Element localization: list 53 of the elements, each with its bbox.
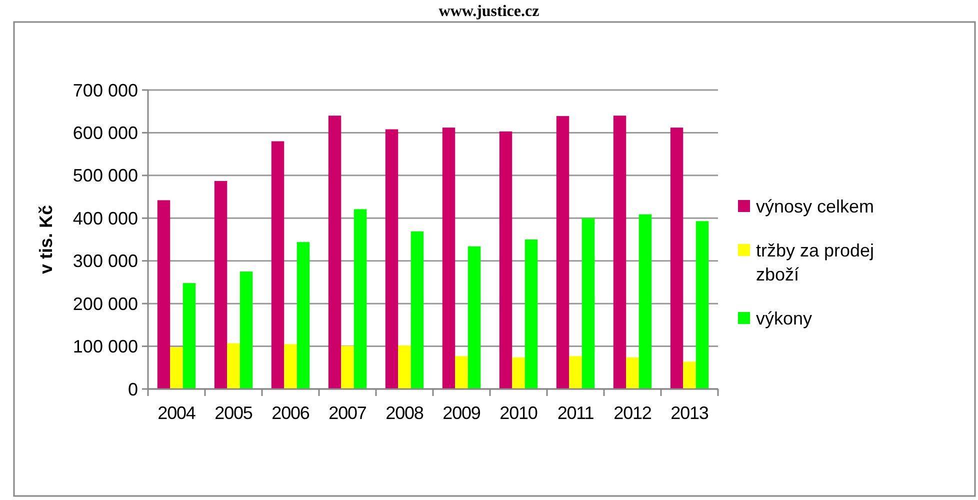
bar (613, 116, 626, 389)
y-tick-label: 0 (128, 379, 138, 400)
bar (227, 343, 240, 389)
bar (468, 246, 481, 389)
x-tick-label: 2006 (272, 403, 310, 423)
y-tick-label: 200 000 (72, 294, 138, 314)
bar (182, 283, 196, 389)
bar (524, 240, 538, 389)
y-axis-title: v tis. Kč (36, 204, 56, 274)
bar (442, 128, 456, 389)
y-tick-label: 500 000 (72, 166, 138, 186)
bar (170, 347, 183, 389)
x-tick-label: 2004 (158, 403, 196, 423)
x-tick-label: 2008 (386, 403, 424, 423)
bar (683, 362, 696, 389)
legend-label: tržby za prodej zboží (756, 240, 874, 284)
bar (410, 231, 424, 389)
x-tick-label: 2012 (614, 403, 652, 423)
bar (328, 116, 342, 389)
legend-label: výkony (756, 308, 812, 328)
bar (296, 242, 310, 389)
y-tick-label: 100 000 (72, 336, 138, 357)
bar (499, 131, 512, 389)
bar (398, 345, 411, 389)
x-tick-label: 2009 (442, 403, 481, 423)
bar (157, 200, 170, 389)
x-tick-label: 2011 (557, 403, 594, 423)
bar (455, 356, 468, 389)
x-tick-label: 2010 (500, 403, 538, 423)
x-tick-label: 2007 (328, 403, 367, 423)
bar (556, 116, 570, 389)
bar (696, 221, 709, 389)
x-tick-label: 2005 (214, 403, 253, 423)
bar (214, 180, 228, 389)
bar (512, 357, 525, 389)
bar (240, 272, 253, 389)
y-tick-label: 300 000 (72, 251, 138, 272)
bar (271, 141, 284, 389)
bar (284, 344, 297, 389)
y-tick-label: 700 000 (72, 80, 138, 100)
y-tick-label: 400 000 (72, 208, 138, 228)
legend-label: výnosy celkem (756, 196, 874, 216)
y-tick-label: 600 000 (72, 123, 138, 144)
bar (582, 218, 595, 389)
bar (569, 356, 582, 389)
bar (341, 346, 354, 389)
chart-title: www.justice.cz (438, 3, 540, 20)
bar (638, 214, 652, 389)
bar (670, 128, 684, 389)
x-tick-label: 2013 (670, 403, 709, 423)
bar (354, 209, 367, 389)
bar (385, 129, 398, 389)
bar (626, 357, 639, 389)
